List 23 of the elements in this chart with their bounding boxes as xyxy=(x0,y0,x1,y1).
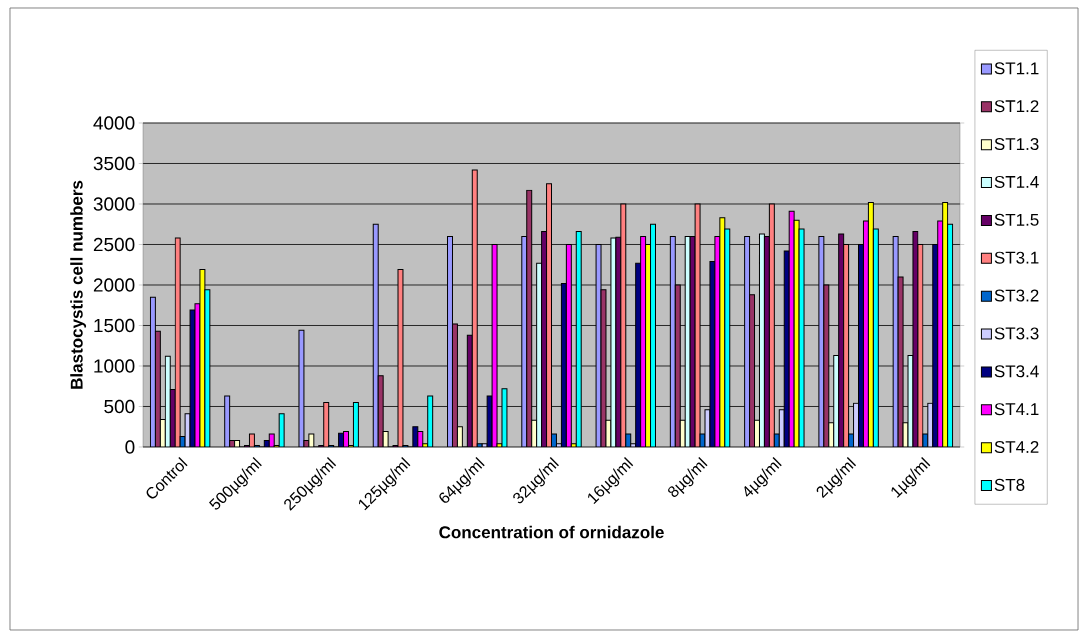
y-tick-label: 2000 xyxy=(93,278,135,292)
legend-label: ST1.1 xyxy=(994,62,1039,75)
legend-label: ST1.4 xyxy=(994,175,1039,188)
legend-label: ST3.2 xyxy=(994,289,1039,302)
legend-label: ST3.4 xyxy=(994,365,1039,378)
y-tick-label: 1500 xyxy=(94,318,135,333)
legend-label: ST1.2 xyxy=(994,100,1039,113)
y-axis-title: Blastocystis cell numbers xyxy=(70,180,87,389)
legend-label: ST3.1 xyxy=(994,251,1039,264)
legend-label: ST1.5 xyxy=(994,213,1039,226)
legend-label: ST1.3 xyxy=(994,138,1039,151)
legend-label: ST4.2 xyxy=(994,441,1039,454)
legend-label: ST8 xyxy=(994,478,1025,491)
legend-label: ST4.1 xyxy=(994,403,1039,416)
y-tick-label: 500 xyxy=(104,399,135,414)
x-axis-title: Concentration of ornidazole xyxy=(439,525,664,539)
legend-label: ST3.3 xyxy=(994,327,1039,340)
y-tick-label: 3000 xyxy=(93,197,135,211)
y-tick-label: 1000 xyxy=(94,359,135,373)
y-tick-label: 4000 xyxy=(93,116,135,130)
y-tick-label: 0 xyxy=(125,440,135,454)
y-tick-label: 2500 xyxy=(93,237,135,252)
y-tick-label: 3500 xyxy=(93,156,135,171)
